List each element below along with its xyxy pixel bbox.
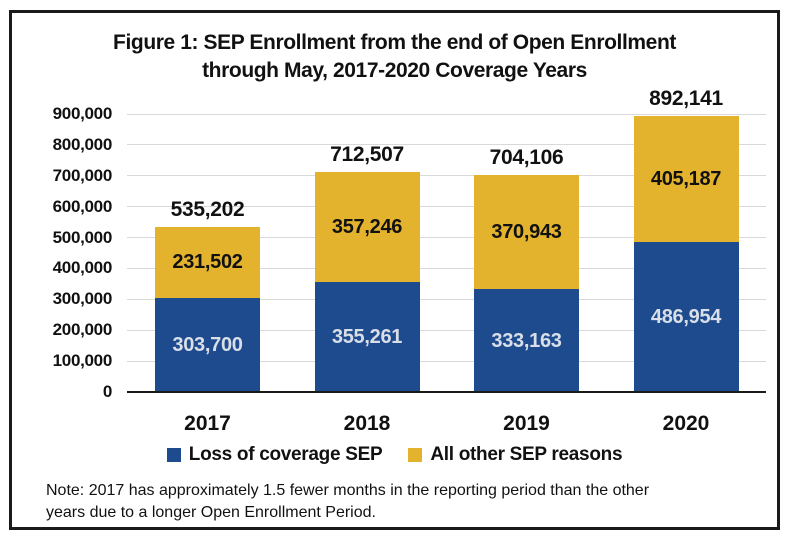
gridline-700000 bbox=[127, 175, 766, 177]
bar-value-label-loss-2018: 355,261 bbox=[331, 326, 403, 349]
gridline-800000 bbox=[127, 144, 766, 146]
bar-total-label-2017: 535,202 bbox=[170, 197, 245, 221]
legend-swatch-icon bbox=[166, 448, 181, 462]
gridline-400000 bbox=[127, 267, 766, 269]
chart-note-line1: Note: 2017 has approximately 1.5 fewer m… bbox=[46, 482, 650, 499]
x-axis-label-2019: 2019 bbox=[503, 412, 550, 435]
bar-value-label-loss-2020: 486,954 bbox=[650, 305, 722, 328]
y-axis-tick-label: 600,000 bbox=[52, 196, 113, 216]
bar-segment-other-2017 bbox=[155, 226, 260, 299]
y-axis-tick-label: 100,000 bbox=[52, 351, 113, 371]
chart-title-line1: Figure 1: SEP Enrollment from the end of… bbox=[113, 31, 676, 54]
y-axis-tick-label: 300,000 bbox=[52, 289, 113, 309]
chart-title-line2: through May, 2017-2020 Coverage Years bbox=[202, 59, 587, 82]
bar-segment-loss-2017 bbox=[155, 298, 260, 392]
y-axis-tick-label: 0 bbox=[102, 382, 112, 401]
y-axis-tick-label: 200,000 bbox=[52, 320, 113, 340]
legend-item: All other SEP reasons bbox=[408, 444, 623, 466]
bar-total-label-2019: 704,106 bbox=[489, 145, 564, 169]
chart-note: Note: 2017 has approximately 1.5 fewer m… bbox=[46, 480, 762, 524]
legend-item: Loss of coverage SEP bbox=[166, 444, 383, 466]
y-axis-tick-label: 500,000 bbox=[52, 227, 113, 247]
gridline-100000 bbox=[127, 360, 766, 362]
bar-value-label-other-2018: 357,246 bbox=[331, 216, 403, 239]
x-axis-label-2018: 2018 bbox=[343, 412, 391, 435]
bar-total-label-2018: 712,507 bbox=[330, 142, 404, 166]
y-axis-tick-label: 900,000 bbox=[52, 104, 113, 123]
bar-value-label-loss-2017: 303,700 bbox=[172, 334, 243, 357]
gridline-900000 bbox=[127, 113, 766, 115]
bar-total-label-2020: 892,141 bbox=[649, 87, 723, 111]
bar-value-label-loss-2019: 333,163 bbox=[491, 329, 562, 352]
bar-segment-loss-2020 bbox=[633, 241, 739, 392]
bar-segment-other-2019 bbox=[474, 174, 579, 290]
y-axis-tick-label: 800,000 bbox=[52, 134, 113, 154]
bar-segment-loss-2019 bbox=[474, 289, 579, 392]
bar-segment-other-2018 bbox=[314, 171, 420, 283]
y-axis-tick-label: 700,000 bbox=[52, 165, 113, 185]
gridline-200000 bbox=[127, 329, 766, 331]
legend-swatch-icon bbox=[408, 448, 423, 462]
chart-legend: Loss of coverage SEP All other SEP reason… bbox=[9, 444, 780, 466]
x-axis-label-2017: 2017 bbox=[184, 412, 231, 435]
bar-value-label-other-2020: 405,187 bbox=[650, 168, 722, 190]
bar-segment-loss-2018 bbox=[314, 282, 420, 392]
gridline-300000 bbox=[127, 298, 766, 300]
bar-segment-other-2020 bbox=[633, 116, 739, 242]
legend-label: All other SEP reasons bbox=[430, 444, 623, 465]
chart-note-line2: years due to a longer Open Enrollment Pe… bbox=[46, 504, 376, 521]
bar-value-label-other-2019: 370,943 bbox=[491, 220, 562, 243]
chart-title: Figure 1: SEP Enrollment from the end of… bbox=[9, 29, 780, 85]
gridline-600000 bbox=[127, 206, 766, 208]
gridline-500000 bbox=[127, 237, 766, 239]
bar-value-label-other-2017: 231,502 bbox=[172, 251, 243, 274]
x-axis-line bbox=[127, 391, 766, 393]
x-axis-label-2020: 2020 bbox=[662, 412, 710, 435]
y-axis-tick-label: 400,000 bbox=[52, 258, 113, 278]
legend-label: Loss of coverage SEP bbox=[188, 444, 383, 465]
